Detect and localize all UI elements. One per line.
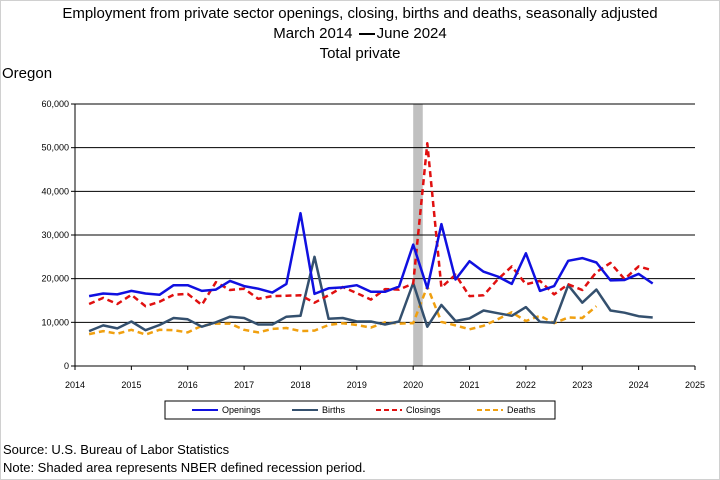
date-range-dash — [358, 33, 375, 36]
y-tick-label: 20,000 — [41, 274, 69, 284]
chart-date-range: March 2014 June 2024 — [0, 24, 720, 43]
legend-label-closings: Closings — [406, 405, 441, 415]
series-line-openings — [88, 211, 654, 298]
x-tick-label: 2021 — [460, 380, 480, 390]
x-tick-label: 2022 — [516, 380, 536, 390]
chart-title: Employment from private sector openings,… — [62, 5, 658, 22]
chart-subtitle: Total private — [319, 45, 401, 62]
x-tick-label: 2017 — [234, 380, 254, 390]
legend-label-deaths: Deaths — [507, 405, 536, 415]
source-note: Source: U.S. Bureau of Labor Statistics — [3, 442, 230, 457]
series-line-deaths — [88, 285, 598, 336]
recession-note: Note: Shaded area represents NBER define… — [3, 460, 366, 475]
y-tick-label: 60,000 — [41, 99, 69, 109]
y-tick-label: 30,000 — [41, 230, 69, 240]
date-range-end: June 2024 — [376, 25, 447, 42]
y-tick-label: 40,000 — [41, 186, 69, 196]
x-tick-label: 2014 — [65, 380, 85, 390]
legend-label-openings: Openings — [222, 405, 261, 415]
x-tick-label: 2015 — [121, 380, 141, 390]
y-tick-label: 50,000 — [41, 143, 69, 153]
legend-label-births: Births — [322, 405, 346, 415]
y-tick-label: 10,000 — [41, 317, 69, 327]
y-tick-label: 0 — [64, 361, 69, 371]
x-tick-label: 2020 — [403, 380, 423, 390]
x-tick-label: 2025 — [685, 380, 705, 390]
x-tick-label: 2018 — [290, 380, 310, 390]
x-tick-label: 2019 — [347, 380, 367, 390]
x-tick-label: 2016 — [178, 380, 198, 390]
region-label: Oregon — [2, 65, 53, 82]
line-chart: 0 10,000 20,000 30,000 40,000 50,000 60,000 201… — [41, 99, 705, 420]
x-tick-label: 2023 — [572, 380, 592, 390]
series-line-closings — [88, 142, 654, 308]
legend-box — [164, 400, 556, 420]
series-line-births — [88, 255, 653, 333]
date-range-start: March 2014 — [273, 25, 353, 42]
x-tick-label: 2024 — [629, 380, 649, 390]
